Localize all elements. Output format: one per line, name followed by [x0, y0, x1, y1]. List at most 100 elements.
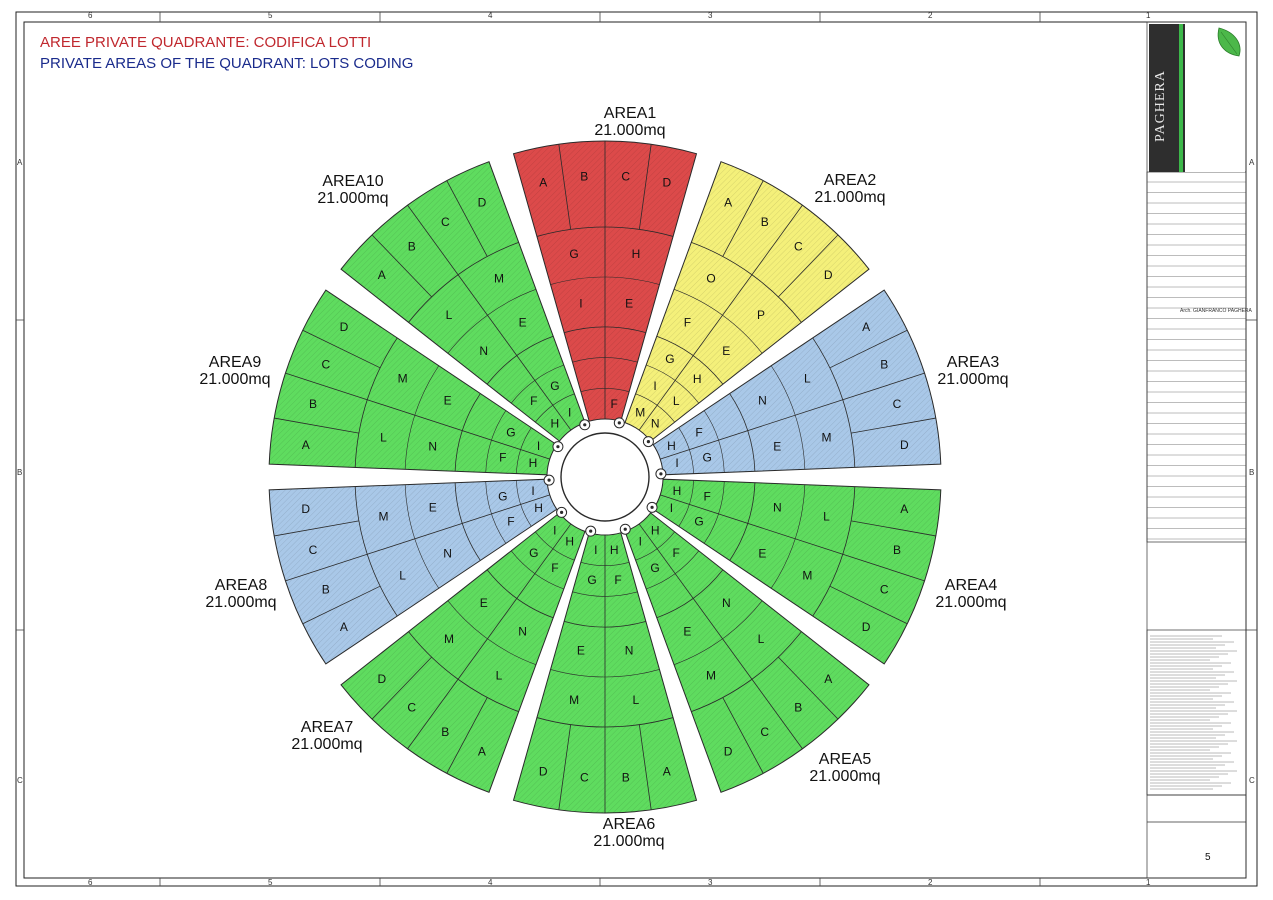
lot-label: I: [531, 484, 534, 498]
lot-label: M: [494, 272, 504, 286]
lot-label: M: [635, 406, 645, 420]
lot-divider: [635, 531, 675, 561]
designer-name: Arch. GIANFRANCO PAGHERA: [1180, 308, 1252, 314]
lot-label: D: [862, 620, 871, 634]
area-hatch: [625, 512, 869, 793]
lot-label: G: [587, 573, 596, 587]
access-node-dot: [650, 505, 654, 509]
area-size-7: 21.000mq: [291, 736, 363, 753]
lot-divider: [558, 144, 572, 230]
lot-label: B: [322, 583, 330, 597]
lot-label: L: [804, 372, 811, 386]
lot-label: B: [408, 239, 416, 253]
lot-label: B: [580, 170, 588, 184]
lot-divider: [580, 562, 630, 566]
lot-label: E: [722, 344, 730, 358]
lot-label: E: [444, 394, 452, 408]
area-name-5: AREA5: [818, 751, 872, 768]
lot-label: B: [880, 358, 888, 372]
lot-label: E: [429, 501, 437, 515]
outer-frame: [15, 11, 1258, 887]
lot-label: B: [622, 770, 630, 784]
lot-divider: [778, 234, 839, 298]
grid-col-label-3-bottom: 3: [708, 878, 713, 887]
lot-label: C: [760, 725, 769, 739]
access-node-dot: [646, 440, 650, 444]
lot-label: B: [309, 397, 317, 411]
lot-label: M: [398, 372, 408, 386]
lot-divider: [302, 585, 381, 625]
lot-label: E: [480, 596, 488, 610]
lot-label: N: [758, 394, 767, 408]
lot-label: C: [407, 701, 416, 715]
lot-label: I: [639, 534, 642, 548]
grid-row-label-a-right: A: [1249, 158, 1255, 167]
grid-row-label-b: B: [17, 468, 23, 477]
drawing-title-english: PRIVATE AREAS OF THE QUADRANT: LOTS CODI…: [40, 55, 414, 72]
access-node-dot: [556, 445, 560, 449]
lot-label: L: [446, 308, 453, 322]
lot-label: A: [478, 745, 486, 759]
lot-label: H: [693, 372, 702, 386]
quadrant-wheel: A B C DEIHGFABCDEFPONMLIHGABCDENMLIHGFABCDE…: [268, 140, 942, 814]
lot-label: C: [321, 358, 330, 372]
lot-label: H: [673, 484, 682, 498]
lot-divider: [285, 553, 368, 582]
grid-col-label-5: 5: [268, 11, 273, 20]
grid-row-label-b-right: B: [1249, 468, 1255, 477]
lot-label: A: [900, 502, 908, 516]
lot-label: A: [862, 320, 870, 334]
lot-divider: [703, 410, 725, 473]
lot-label: G: [665, 352, 674, 366]
area-size-6: 21.000mq: [593, 833, 665, 850]
lot-divider: [446, 697, 488, 774]
lot-divider: [407, 204, 459, 275]
lot-divider: [722, 697, 764, 774]
logo-white-panel: [1185, 24, 1245, 172]
lot-divider: [646, 364, 700, 404]
lot-label: N: [428, 439, 437, 453]
lot-label: M: [802, 568, 812, 582]
grid-col-label-4-bottom: 4: [488, 878, 493, 887]
lot-label: E: [625, 297, 633, 311]
lot-label: G: [703, 451, 712, 465]
area-label-4: AREA4 21.000mq: [916, 577, 1026, 611]
lot-divider: [510, 550, 564, 590]
lot-divider: [751, 679, 803, 750]
access-node-dot: [560, 510, 564, 514]
lot-label: G: [506, 426, 515, 440]
lot-divider: [274, 417, 359, 434]
grid-col-label-3: 3: [708, 11, 713, 20]
lot-divider: [367, 399, 550, 460]
lot-label: F: [614, 573, 621, 587]
lot-label: C: [580, 770, 589, 784]
lot-label: H: [529, 456, 538, 470]
lot-label: I: [653, 379, 656, 393]
access-node-dot: [623, 527, 627, 531]
area-label-9: AREA9 21.000mq: [180, 354, 290, 388]
access-node-dot: [583, 423, 587, 427]
grid-col-label-1-bottom: 1: [1146, 878, 1151, 887]
lot-label: C: [880, 583, 889, 597]
lot-label: F: [499, 451, 506, 465]
lot-divider: [842, 553, 925, 582]
access-node-dot: [589, 529, 593, 533]
area-hatch: [269, 290, 557, 475]
grid-row-label-a: A: [17, 158, 23, 167]
lot-label: F: [673, 546, 680, 560]
area-name-10: AREA10: [322, 173, 384, 190]
lot-divider: [580, 388, 630, 392]
lot-label: I: [568, 406, 571, 420]
lot-label: I: [670, 501, 673, 515]
lot-label: M: [706, 669, 716, 683]
lot-label: P: [757, 308, 765, 322]
lot-divider: [572, 357, 638, 363]
lot-divider: [285, 372, 368, 401]
lot-divider: [673, 289, 763, 354]
lot-label: F: [684, 316, 691, 330]
